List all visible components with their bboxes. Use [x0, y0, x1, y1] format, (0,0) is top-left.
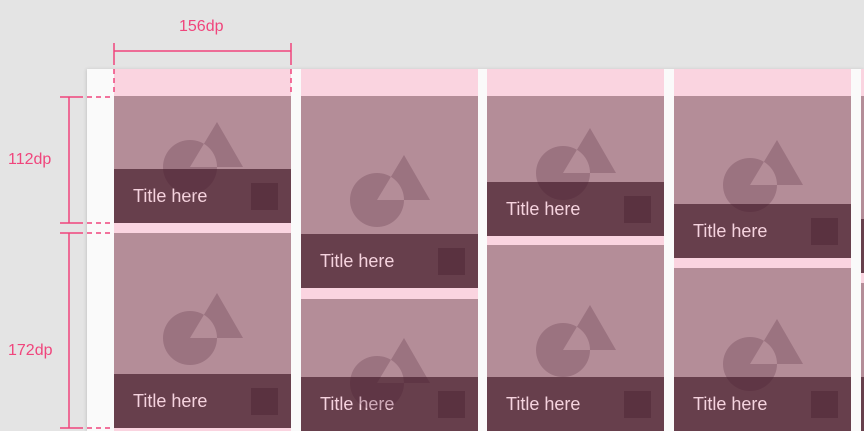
tile-caption-bar: Title here: [114, 374, 291, 428]
grid-tile[interactable]: Title here: [674, 96, 851, 258]
tile-action-icon[interactable]: [624, 391, 651, 418]
tile-caption-bar: Title here: [114, 169, 291, 223]
grid-column: Title here Title here: [674, 69, 851, 431]
tile-title: Title here: [133, 186, 208, 206]
grid-tile[interactable]: Title here: [301, 96, 478, 288]
tile-title: Title here: [506, 394, 581, 414]
tile-action-icon[interactable]: [251, 183, 278, 210]
tile-action-icon[interactable]: [624, 196, 651, 223]
tile-title: Title here: [320, 394, 395, 414]
grid-column: Title here Title here: [487, 69, 664, 431]
grid-tile[interactable]: [861, 283, 864, 431]
grid-tile[interactable]: Title here: [114, 233, 291, 428]
tile-title: Title here: [693, 221, 768, 241]
tile-action-icon[interactable]: [251, 388, 278, 415]
tile-caption-bar: [861, 377, 864, 431]
height-small-label: 112dp: [8, 151, 52, 168]
tile-caption-bar: Title here: [301, 377, 478, 431]
tile-action-icon[interactable]: [811, 391, 838, 418]
tile-caption-bar: Title here: [487, 182, 664, 236]
width-label: 156dp: [179, 18, 224, 35]
tile-title: Title here: [133, 391, 208, 411]
grid-column: Title here Title here: [301, 69, 478, 431]
grid-tile[interactable]: Title here: [301, 299, 478, 431]
grid-tile[interactable]: [861, 96, 864, 273]
tile-caption-bar: Title here: [487, 377, 664, 431]
tile-action-icon[interactable]: [811, 218, 838, 245]
grid-tile[interactable]: Title here: [674, 268, 851, 431]
grid-tile[interactable]: Title here: [487, 245, 664, 431]
grid-column: [861, 69, 864, 431]
height-large-label: 172dp: [8, 342, 53, 359]
grid-column: Title here Title here: [114, 69, 291, 431]
tile-action-icon[interactable]: [438, 391, 465, 418]
tile-caption-bar: Title here: [301, 234, 478, 288]
tile-title: Title here: [693, 394, 768, 414]
tile-caption-bar: [861, 219, 864, 273]
tile-caption-bar: Title here: [674, 377, 851, 431]
tile-title: Title here: [320, 251, 395, 271]
tile-title: Title here: [506, 199, 581, 219]
tile-caption-bar: Title here: [674, 204, 851, 258]
tile-action-icon[interactable]: [438, 248, 465, 275]
grid-tile[interactable]: Title here: [114, 96, 291, 223]
